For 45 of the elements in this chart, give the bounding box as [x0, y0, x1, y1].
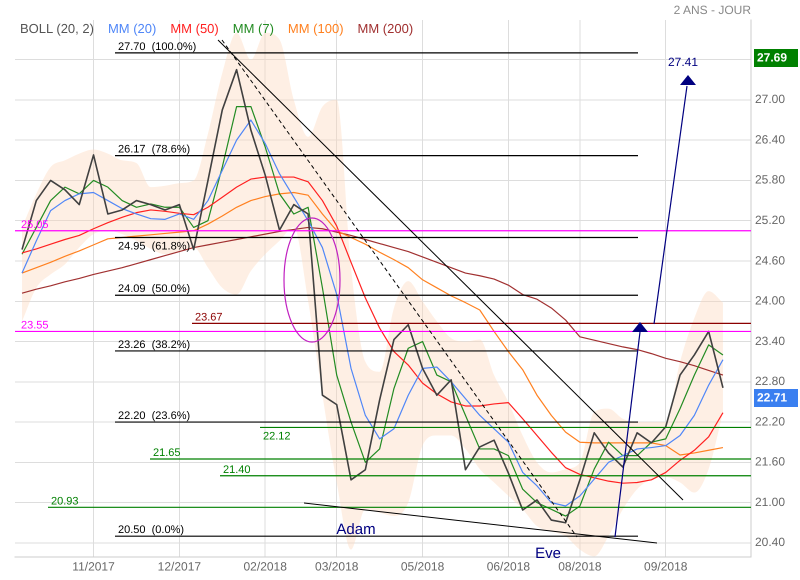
annotation: 27.41 — [668, 55, 698, 69]
ref-line-label: 23.55 — [21, 319, 49, 332]
text: 27.69 — [757, 50, 788, 64]
ref-line-label: 24.95 (61.8%) — [118, 240, 190, 252]
text: MM (50) — [170, 21, 219, 36]
x-tick-label: 08/2018 — [558, 560, 602, 574]
ref-line-label: 21.40 — [223, 464, 251, 476]
ref-line-label: 20.93 — [51, 495, 79, 508]
text: MM (20) — [108, 21, 156, 36]
ref-line-label: 24.09 (50.0%) — [118, 283, 190, 296]
y-tick-label: 23.40 — [755, 334, 786, 348]
text: MM (200) — [358, 21, 414, 36]
y-tick-label: 24.60 — [755, 253, 786, 268]
x-tick-label: 05/2018 — [400, 560, 445, 574]
chart-subtitle: 2 ANS - JOUR — [674, 3, 751, 17]
text: 22.71 — [757, 390, 788, 404]
ref-line-label: 21.65 — [153, 446, 181, 459]
y-tick-label: 21.00 — [755, 494, 786, 509]
text: MM (100) — [288, 21, 344, 36]
ref-line-label: 22.20 (23.6%) — [118, 410, 190, 422]
text: MM (7) — [232, 21, 274, 36]
ref-line-label: 23.26 (38.2%) — [118, 338, 190, 351]
annotation: Adam — [336, 521, 376, 538]
y-tick-label: 22.80 — [755, 374, 786, 388]
y-tick-label: 22.20 — [755, 414, 786, 428]
x-tick-label: 09/2018 — [644, 560, 688, 574]
y-tick-label: 25.80 — [755, 172, 786, 187]
y-tick-label: 25.20 — [755, 213, 786, 228]
ref-line-label: 26.17 (78.6%) — [118, 144, 190, 156]
y-tick-label: 20.40 — [755, 535, 786, 550]
ref-line-label: 27.70 (100.0%) — [118, 40, 196, 53]
y-tick-label: 24.00 — [755, 294, 786, 308]
legend-title: BOLL (20, 2) — [20, 21, 94, 36]
x-tick-label: 06/2018 — [486, 560, 530, 574]
x-tick-label: 11/2017 — [72, 560, 116, 574]
y-tick-label: 27.00 — [755, 92, 786, 106]
ref-line-label: 23.67 — [195, 311, 223, 324]
x-tick-label: 03/2018 — [315, 560, 359, 574]
x-tick-label: 12/2017 — [158, 560, 202, 574]
ref-line-label: 20.50 (0.0%) — [118, 524, 184, 536]
y-tick-label: 21.60 — [755, 454, 786, 469]
ref-line-label: 22.12 — [263, 430, 291, 442]
x-tick-label: 02/2018 — [244, 560, 288, 574]
y-tick-label: 26.40 — [755, 132, 786, 146]
annotation: Eve — [535, 545, 561, 562]
